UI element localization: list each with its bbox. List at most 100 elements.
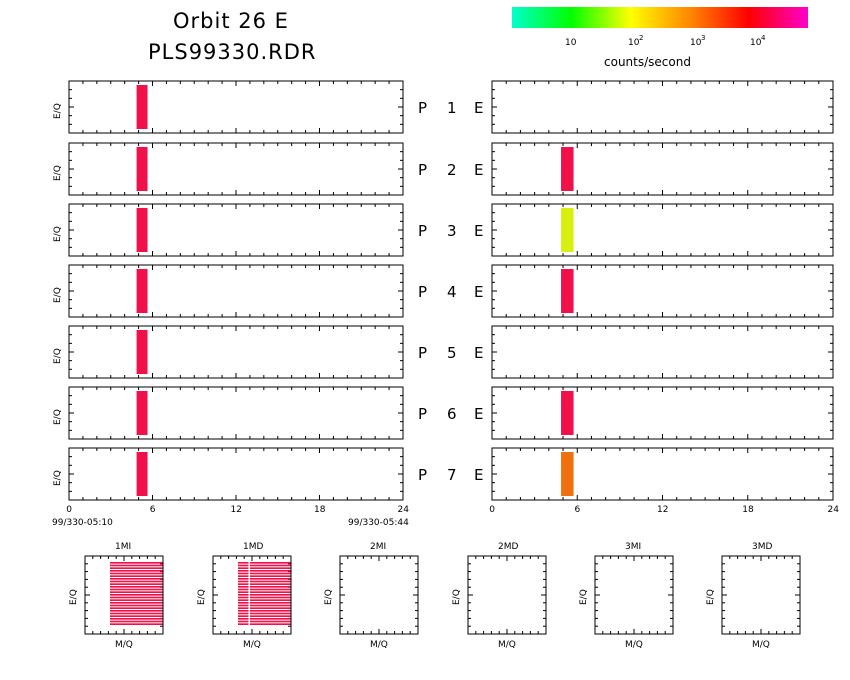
mq-panel-title: 2MI <box>370 542 387 552</box>
mq-data-row <box>110 615 163 617</box>
mq-panel-title: 3MD <box>752 542 773 552</box>
mq-data-row <box>238 564 291 567</box>
mq-panel-ylabel: E/Q <box>197 589 207 605</box>
mq-data-row <box>110 564 163 567</box>
mq-data-row <box>110 580 163 583</box>
time-panel-left <box>68 264 404 318</box>
time-panel-right <box>491 386 834 440</box>
time-tick-label: 18 <box>314 505 326 515</box>
time-end-label: 99/330-05:44 <box>348 518 409 528</box>
color-scale-tick-label: 10 <box>690 38 702 48</box>
panel-number: 2 <box>447 161 457 179</box>
color-scale-tick-exponent: 2 <box>639 34 644 42</box>
mq-data-row <box>110 562 163 564</box>
data-bar <box>136 269 148 313</box>
panel-e-label: E <box>474 161 484 179</box>
mq-data-row <box>238 591 291 593</box>
y-axis-label: E/Q <box>53 409 63 425</box>
panel-number: 7 <box>447 466 457 484</box>
mq-data-row <box>110 567 163 569</box>
mq-panel-ylabel: E/Q <box>706 589 716 605</box>
panel-p-label: P <box>418 283 428 301</box>
panel-p-label: P <box>418 161 428 179</box>
panel-e-label: E <box>474 99 484 117</box>
time-panel-right <box>491 203 834 257</box>
mq-panel-ylabel: E/Q <box>324 589 334 605</box>
mq-data-row <box>110 586 163 588</box>
panel-e-label: E <box>474 344 484 362</box>
mq-data-row <box>238 594 291 596</box>
mq-data-row <box>238 578 291 580</box>
mq-panel-title: 1MD <box>243 542 264 552</box>
mq-data-row <box>238 599 291 601</box>
mq-panel-title: 1MI <box>115 542 132 552</box>
mq-data-row <box>110 588 163 591</box>
data-bar <box>561 147 574 191</box>
color-scale-units: counts/second <box>604 55 691 69</box>
time-panel-left <box>68 80 404 134</box>
mq-data-row <box>238 623 291 625</box>
time-panel-left <box>68 142 404 196</box>
mq-data-row <box>110 570 163 572</box>
mq-data-row <box>110 602 163 604</box>
mq-data-row <box>238 602 291 604</box>
time-tick-label: 24 <box>397 505 409 515</box>
panel-p-label: P <box>418 466 428 484</box>
panel-number: 4 <box>447 283 457 301</box>
mq-data-row <box>238 618 291 620</box>
mq-data-row <box>110 572 163 575</box>
color-scale-tick-exponent: 3 <box>701 34 706 42</box>
plot-title-file: PLS99330.RDR <box>148 40 317 64</box>
panel-number: 1 <box>447 99 457 117</box>
mq-data-row <box>238 580 291 583</box>
time-panel-right <box>491 264 834 318</box>
mq-data-row <box>110 596 163 599</box>
mq-panel-ylabel: E/Q <box>452 589 462 605</box>
mq-panel-xlabel: M/Q <box>115 640 133 650</box>
time-panel-left <box>68 325 404 379</box>
mq-data-row <box>110 575 163 577</box>
y-axis-label: E/Q <box>53 103 63 119</box>
time-tick-label: 18 <box>742 505 754 515</box>
data-bar <box>561 391 574 435</box>
mq-panel-frame <box>339 555 419 635</box>
mq-panel-ylabel: E/Q <box>579 589 589 605</box>
mq-data-row <box>238 615 291 617</box>
panel-e-label: E <box>474 222 484 240</box>
y-axis-label: E/Q <box>53 287 63 303</box>
mq-data-row <box>238 610 291 612</box>
data-bar <box>136 452 148 496</box>
panel-number: 3 <box>447 222 457 240</box>
time-tick-label: 0 <box>489 505 495 515</box>
data-bar <box>136 330 148 374</box>
panel-p-label: P <box>418 405 428 423</box>
time-panel-right <box>491 80 834 134</box>
data-bar <box>136 85 148 129</box>
mq-data-row <box>238 607 291 609</box>
mq-data-row <box>238 583 291 585</box>
mq-data-row <box>110 594 163 596</box>
time-start-label: 99/330-05:10 <box>52 518 113 528</box>
mq-data-row <box>110 623 163 625</box>
y-axis-label: E/Q <box>53 226 63 242</box>
color-scale-gradient <box>512 7 808 28</box>
time-panel-right <box>491 142 834 196</box>
panel-p-label: P <box>418 222 428 240</box>
data-bar <box>136 147 148 191</box>
data-bar <box>136 208 148 252</box>
color-scale-tick-label: 10 <box>628 38 640 48</box>
mq-data-row <box>110 583 163 585</box>
mq-panel-title: 2MD <box>498 542 519 552</box>
mq-data-row <box>110 618 163 620</box>
panel-e-label: E <box>474 283 484 301</box>
color-scale-tick-label: 10 <box>750 38 762 48</box>
mq-data-row <box>110 604 163 607</box>
data-bar <box>561 208 574 252</box>
panel-number: 5 <box>447 344 457 362</box>
mq-panel-ylabel: E/Q <box>69 589 79 605</box>
mq-panel-xlabel: M/Q <box>498 640 516 650</box>
mq-data-gap <box>248 562 250 626</box>
mq-data-row <box>238 588 291 591</box>
